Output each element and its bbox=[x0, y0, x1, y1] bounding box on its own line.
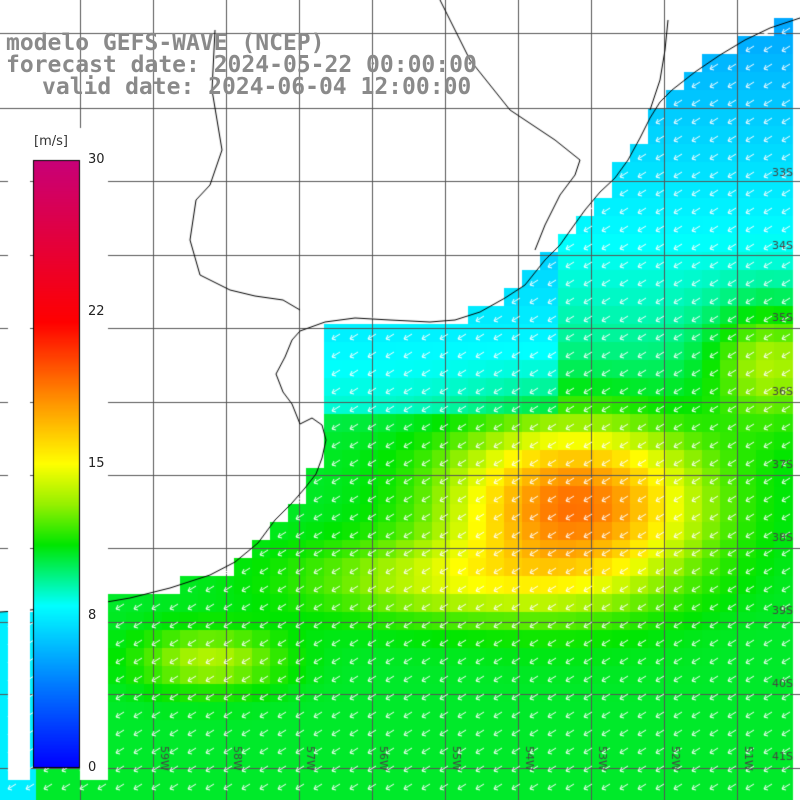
colorbar-unit: [m/s] bbox=[34, 134, 68, 149]
forecast-date: forecast date: 2024-05-22 00:00:00 bbox=[6, 52, 477, 78]
model-title: modelo GEFS-WAVE (NCEP) bbox=[6, 30, 325, 56]
valid-date: valid date: 2024-06-04 12:00:00 bbox=[42, 74, 472, 100]
colorbar-tick-30: 30 bbox=[88, 152, 105, 167]
colorbar-tick-15: 15 bbox=[88, 456, 105, 471]
colorbar-tick-22: 22 bbox=[88, 304, 105, 319]
colorbar-tick-8: 8 bbox=[88, 608, 97, 623]
colorbar-tick-0: 0 bbox=[88, 760, 97, 775]
